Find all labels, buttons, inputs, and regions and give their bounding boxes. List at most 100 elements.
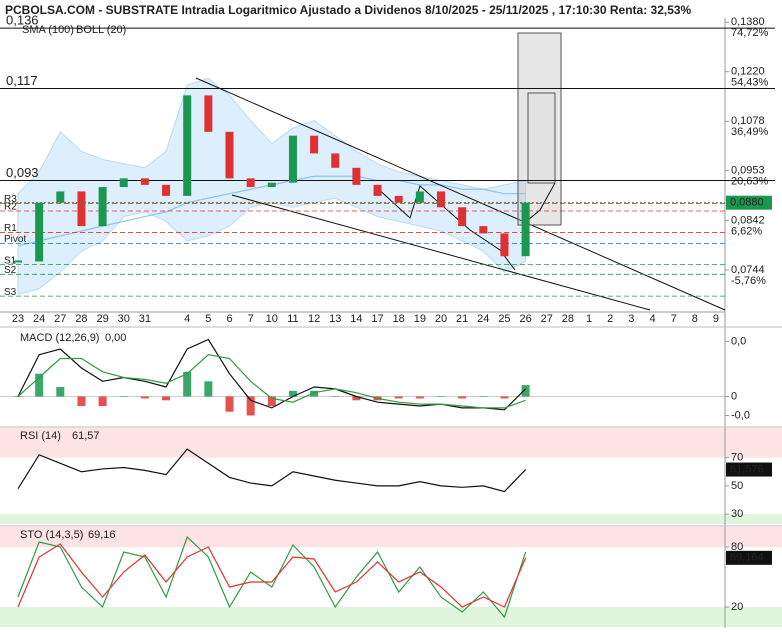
current-value-box	[726, 462, 772, 477]
candle	[415, 191, 424, 203]
x-tick-label: 7	[671, 313, 677, 325]
histogram-bar	[415, 396, 424, 399]
legend-entry: SMA (100)	[22, 24, 74, 36]
x-tick-label: 12	[308, 313, 320, 325]
histogram-bar	[162, 396, 171, 401]
y-tick-label: 0,1220	[731, 66, 765, 78]
x-tick-label: 3	[628, 313, 634, 325]
chart-title: PCBOLSA.COM - SUBSTRATE Intradia Logarit…	[5, 3, 692, 17]
indicator-line	[17, 543, 527, 608]
overbought-band	[0, 428, 782, 458]
x-tick-label: 26	[519, 313, 531, 325]
level-label: 0,117	[6, 73, 38, 88]
candle	[183, 95, 192, 196]
current-value-label: 61,576	[730, 463, 764, 475]
histogram-bar	[500, 396, 509, 399]
histogram-bar	[288, 390, 297, 397]
x-tick-label: 18	[393, 313, 405, 325]
candle	[521, 202, 530, 257]
overbought-band	[0, 527, 782, 547]
pivot-label: S2	[4, 265, 17, 276]
pivot-label: Pivot	[4, 234, 26, 245]
x-tick-label: 13	[329, 313, 341, 325]
y-tick-label: 80	[731, 541, 743, 553]
panel-value: 0,00	[105, 332, 126, 344]
y-tick-label: 0,1078	[731, 115, 765, 127]
y-tick-label: -0,0	[731, 409, 750, 421]
y-tick-percent: 74,72%	[731, 27, 769, 39]
histogram-bar	[521, 385, 530, 397]
histogram-bar	[204, 381, 213, 397]
histogram-bar	[437, 396, 445, 397]
candle	[162, 184, 171, 196]
candle	[394, 195, 403, 203]
y-tick-percent: -5,76%	[731, 275, 766, 287]
histogram-bar	[140, 396, 149, 399]
legend-entry: BOLL (20)	[76, 24, 126, 36]
trend-line	[231, 194, 651, 311]
indicator-line	[17, 448, 527, 493]
panel-title: MACD (12,26,9)	[20, 332, 99, 344]
oversold-band	[0, 607, 782, 627]
indicator-line	[17, 354, 526, 409]
x-tick-label: 21	[456, 313, 468, 325]
x-tick-label: 25	[498, 313, 510, 325]
histogram-bar	[77, 396, 86, 406]
x-tick-label: 17	[371, 313, 383, 325]
x-tick-label: 10	[266, 313, 278, 325]
x-tick-label: 8	[692, 313, 698, 325]
candle	[373, 184, 382, 196]
panel-value: 69,16	[88, 529, 116, 541]
pivot-label: S3	[4, 287, 17, 298]
x-tick-label: 5	[205, 313, 211, 325]
histogram-bar	[183, 371, 192, 397]
annotations	[195, 32, 726, 311]
x-tick-label: 6	[226, 313, 232, 325]
y-tick-label: 0,0	[731, 335, 746, 347]
panel-title: RSI (14)	[20, 430, 61, 442]
level-label: 0,093	[6, 165, 39, 180]
y-tick-percent: 6,62%	[731, 225, 762, 237]
panel-value: 61,57	[72, 430, 100, 442]
histogram-bar	[56, 387, 65, 397]
x-tick-label: 14	[350, 313, 362, 325]
histogram-bar	[458, 396, 467, 399]
histogram-bar	[98, 396, 107, 406]
oversold-band	[0, 514, 782, 524]
y-tick-percent: 20,63%	[731, 176, 769, 188]
x-tick-label: 20	[435, 313, 447, 325]
candle	[267, 182, 276, 188]
x-tick-label: 24	[477, 313, 489, 325]
level-label: 0,136	[6, 13, 39, 28]
candle	[56, 191, 65, 203]
candle	[331, 153, 340, 168]
histogram-bar	[35, 373, 44, 397]
x-tick-label: 29	[96, 313, 108, 325]
histogram-bar	[225, 396, 234, 412]
x-tick-label: 23	[12, 313, 24, 325]
x-tick-label: 4	[184, 313, 190, 325]
histogram-bar	[310, 390, 319, 397]
projection-box	[527, 92, 556, 184]
x-tick-label: 27	[54, 313, 66, 325]
y-tick-percent: 54,43%	[731, 77, 769, 89]
y-tick-label: 0	[731, 390, 737, 402]
x-tick-label: 4	[649, 313, 655, 325]
candle	[310, 135, 319, 154]
y-tick-label: 30	[731, 508, 743, 520]
current-value-box	[726, 550, 772, 565]
candle	[437, 191, 445, 208]
pivot-label: S1	[4, 255, 17, 266]
y-tick-label: 0,0744	[731, 264, 765, 276]
histogram-bar	[394, 396, 403, 399]
candle	[458, 207, 467, 227]
x-tick-label: 19	[414, 313, 426, 325]
current-price-label: 0,0880	[730, 197, 764, 209]
x-tick-label: 11	[287, 313, 298, 325]
histogram-bar	[267, 396, 276, 406]
histogram-bar	[246, 396, 255, 416]
current-price-box	[726, 195, 772, 210]
candle	[204, 95, 213, 132]
